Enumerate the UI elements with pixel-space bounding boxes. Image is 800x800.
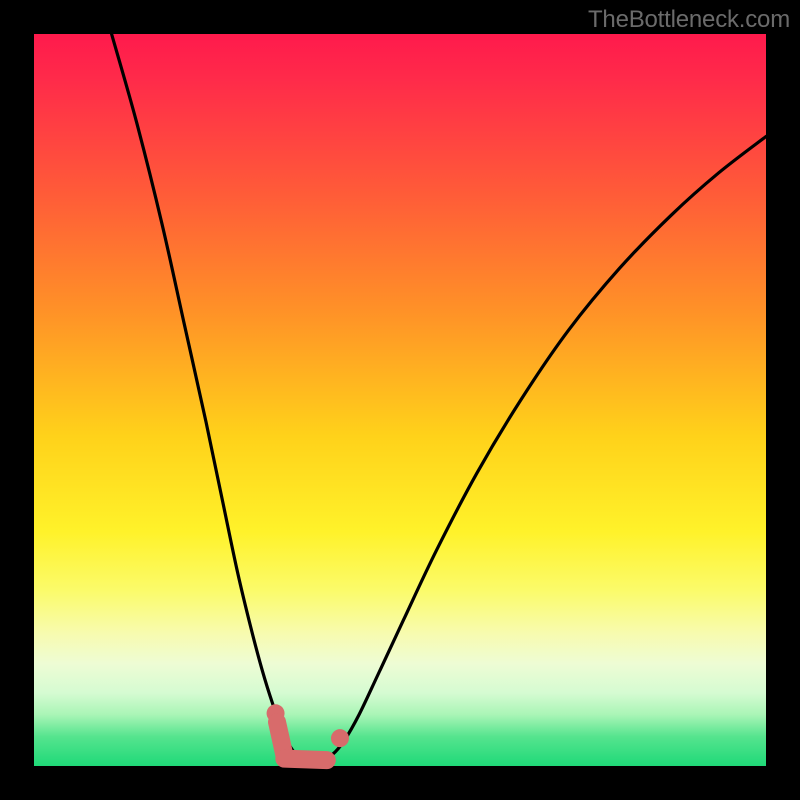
bottleneck-marker-segment: [284, 759, 326, 760]
chart-canvas: [0, 0, 800, 800]
bottleneck-marker-dot: [331, 729, 349, 747]
